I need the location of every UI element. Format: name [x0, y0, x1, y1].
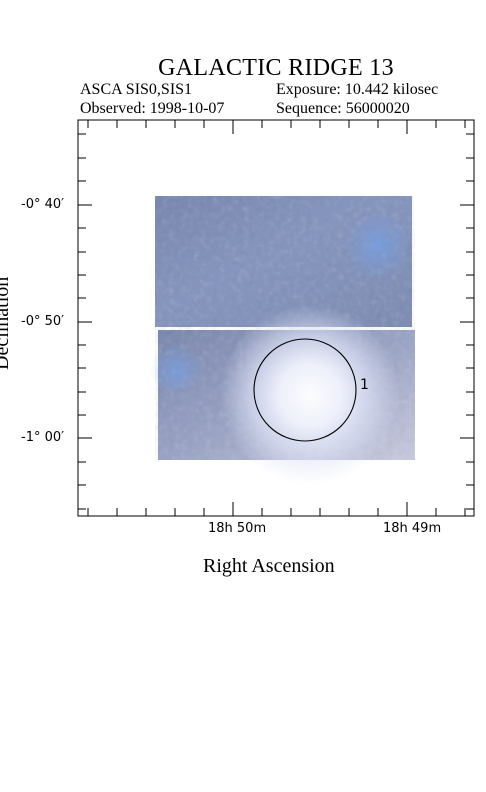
source-glow: [220, 305, 400, 485]
tick-marks: [78, 120, 474, 516]
y-axis-title: Declination: [0, 276, 13, 370]
source-label: 1: [360, 377, 369, 393]
observed-text: Observed: 1998-10-07: [80, 100, 225, 117]
y-tick-label: -0° 40′: [21, 197, 65, 212]
plot-frame: [77, 119, 475, 517]
upper-blue-spot: [344, 212, 412, 280]
source-region-circle: [253, 338, 357, 442]
exposure-text: Exposure: 10.442 kilosec: [276, 81, 439, 98]
y-tick-label: -1° 00′: [21, 430, 65, 445]
x-axis-title: Right Ascension: [203, 555, 335, 577]
sequence-text: Sequence: 56000020: [276, 100, 410, 117]
x-tick-label: 18h 50m: [208, 521, 267, 536]
x-tick-label: 18h 49m: [383, 521, 442, 536]
plot-title: GALACTIC RIDGE 13: [158, 55, 394, 81]
instrument-text: ASCA SIS0,SIS1: [80, 81, 193, 98]
lower-blue-spot: [150, 344, 202, 396]
y-tick-label: -0° 50′: [21, 314, 65, 329]
